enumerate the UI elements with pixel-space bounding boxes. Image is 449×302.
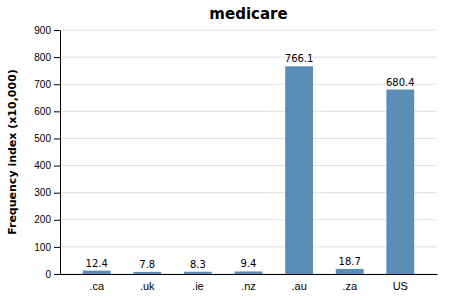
x-tick: .au xyxy=(291,274,306,292)
x-tick: .za xyxy=(342,274,358,292)
y-axis: 0 100 200 300 400 500 600 700 800 900 xyxy=(34,25,60,280)
y-tick-line xyxy=(54,274,60,275)
y-tick: 600 xyxy=(34,106,60,117)
data-label: 680.4 xyxy=(386,77,415,88)
x-tick-label: .ca xyxy=(89,280,105,292)
x-tick-label: .au xyxy=(291,280,306,292)
grid-line xyxy=(60,111,437,112)
data-label: 12.4 xyxy=(86,258,108,269)
data-label: 7.8 xyxy=(139,259,155,270)
x-tick: US xyxy=(393,274,408,292)
data-label: 8.3 xyxy=(190,259,206,270)
y-tick: 800 xyxy=(34,52,60,63)
y-tick-label: 0 xyxy=(45,269,51,280)
y-tick-line xyxy=(54,138,60,139)
y-tick-label: 400 xyxy=(34,160,51,171)
bar xyxy=(235,271,263,274)
y-tick: 0 xyxy=(45,269,60,280)
chart-container: 12.4 7.8 8.3 9.4 766.1 18.7 680.4 .ca .uk .ie .nz.… xyxy=(0,0,449,302)
grid-line xyxy=(60,192,437,193)
data-labels: 12.4 7.8 8.3 9.4 766.1 18.7 680.4 xyxy=(86,53,415,270)
x-tick-label: .za xyxy=(342,280,358,292)
y-tick-line xyxy=(54,247,60,248)
y-tick-label: 600 xyxy=(34,106,51,117)
grid-line xyxy=(60,165,437,166)
x-tick-label: .uk xyxy=(140,280,155,292)
chart-title: medicare xyxy=(209,5,287,23)
y-tick: 300 xyxy=(34,187,60,198)
data-label: 9.4 xyxy=(241,258,257,269)
x-tick-label: .ie xyxy=(192,280,204,292)
grid-line xyxy=(60,138,437,139)
y-tick-line xyxy=(54,84,60,85)
y-tick-line xyxy=(54,57,60,58)
bar xyxy=(133,272,161,274)
y-tick: 200 xyxy=(34,214,60,225)
x-axis-line xyxy=(61,274,438,275)
x-tick: .ie xyxy=(192,274,204,292)
x-tick: .uk xyxy=(140,274,155,292)
y-tick-line xyxy=(54,111,60,112)
x-tick-label: US xyxy=(393,280,408,292)
y-tick-line xyxy=(54,30,60,31)
bars xyxy=(83,66,414,274)
grid-line xyxy=(60,246,437,247)
y-axis-line xyxy=(60,31,61,275)
y-tick-line xyxy=(54,220,60,221)
x-tick: .ca xyxy=(89,274,105,292)
y-tick: 500 xyxy=(34,133,60,144)
y-tick: 900 xyxy=(34,25,60,36)
bar xyxy=(336,269,364,274)
grid xyxy=(60,30,437,274)
y-tick: 100 xyxy=(34,242,60,253)
data-label: 766.1 xyxy=(285,53,314,64)
x-tick: .nz xyxy=(241,274,256,292)
bar xyxy=(386,90,414,274)
x-axis: .ca .uk .ie .nz .au .za US xyxy=(61,274,438,292)
grid-line xyxy=(60,57,437,58)
y-tick-label: 200 xyxy=(34,214,51,225)
y-tick: 400 xyxy=(34,160,60,171)
y-tick: 700 xyxy=(34,79,60,90)
grid-line xyxy=(60,84,437,85)
y-tick-label: 700 xyxy=(34,79,51,90)
y-tick-label: 800 xyxy=(34,52,51,63)
chart-svg: 12.4 7.8 8.3 9.4 766.1 18.7 680.4 .ca .uk .ie .nz.… xyxy=(0,0,449,302)
data-label: 18.7 xyxy=(339,256,361,267)
bar xyxy=(83,271,111,274)
x-tick-label: .nz xyxy=(241,280,256,292)
bar xyxy=(285,66,313,274)
y-tick-line xyxy=(54,166,60,167)
y-tick-line xyxy=(54,193,60,194)
y-tick-label: 500 xyxy=(34,133,51,144)
grid-line xyxy=(60,219,437,220)
bar xyxy=(184,272,212,274)
y-tick-label: 100 xyxy=(34,242,51,253)
y-tick-label: 900 xyxy=(34,25,51,36)
y-axis-title: Frequency index (x10,000) xyxy=(6,69,19,235)
grid-line xyxy=(60,30,437,31)
y-tick-label: 300 xyxy=(34,187,51,198)
